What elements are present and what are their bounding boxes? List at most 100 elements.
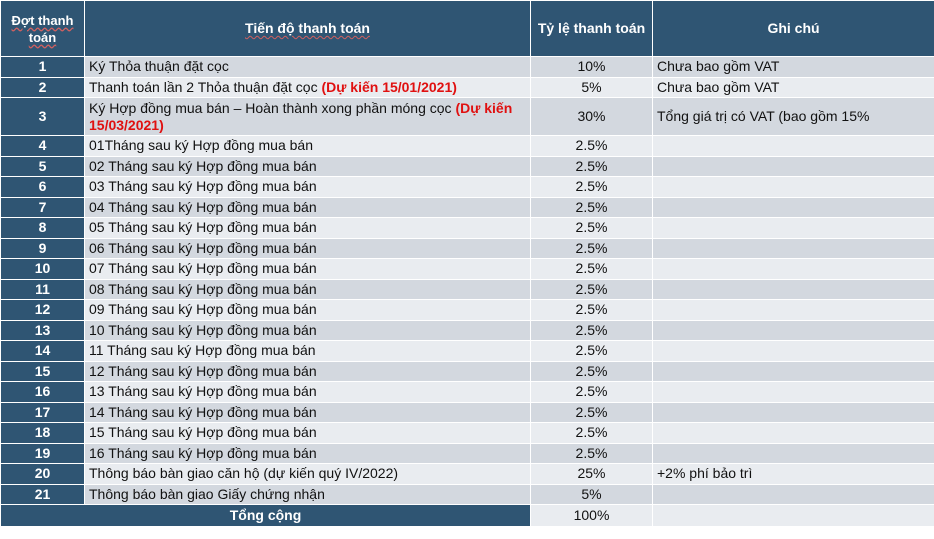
progress-description: 09 Tháng sau ký Hợp đồng mua bán bbox=[84, 299, 531, 321]
payment-rate: 25% bbox=[530, 463, 653, 485]
payment-rate: 2.5% bbox=[530, 258, 653, 280]
payment-note bbox=[652, 176, 934, 198]
payment-note bbox=[652, 319, 934, 341]
progress-text: 04 Tháng sau ký Hợp đồng mua bán bbox=[89, 198, 317, 215]
payment-note bbox=[652, 401, 934, 423]
payment-note bbox=[652, 483, 934, 505]
total-rate: 100% bbox=[530, 504, 653, 527]
phase-number: 18 bbox=[0, 422, 85, 444]
payment-rate: 2.5% bbox=[530, 237, 653, 259]
table-row: 5 02 Tháng sau ký Hợp đồng mua bán 2.5% bbox=[0, 155, 934, 177]
payment-note bbox=[652, 135, 934, 157]
table-row: 6 03 Tháng sau ký Hợp đồng mua bán 2.5% bbox=[0, 176, 934, 198]
progress-description: 08 Tháng sau ký Hợp đồng mua bán bbox=[84, 278, 531, 300]
table-row: 4 01Tháng sau ký Hợp đồng mua bán 2.5% bbox=[0, 135, 934, 157]
phase-number: 15 bbox=[0, 360, 85, 382]
payment-note bbox=[652, 299, 934, 321]
progress-description: Thanh toán lần 2 Thỏa thuận đặt cọc (Dự … bbox=[84, 76, 531, 98]
payment-note bbox=[652, 217, 934, 239]
header-note: Ghi chú bbox=[652, 0, 934, 57]
header-payment-phase: Đợt thanh toán bbox=[0, 0, 85, 57]
progress-text: Thông báo bàn giao Giấy chứng nhận bbox=[89, 485, 325, 502]
progress-description: 12 Tháng sau ký Hợp đồng mua bán bbox=[84, 360, 531, 382]
header-payment-progress: Tiến độ thanh toán bbox=[84, 0, 531, 57]
phase-number: 9 bbox=[0, 237, 85, 259]
payment-rate: 5% bbox=[530, 76, 653, 98]
table-row: 8 05 Tháng sau ký Hợp đồng mua bán 2.5% bbox=[0, 217, 934, 239]
payment-note bbox=[652, 381, 934, 403]
progress-text: 14 Tháng sau ký Hợp đồng mua bán bbox=[89, 403, 317, 420]
payment-note bbox=[652, 237, 934, 259]
progress-text: 11 Tháng sau ký Hợp đồng mua bán bbox=[89, 342, 316, 359]
payment-note: Chưa bao gồm VAT bbox=[652, 76, 934, 98]
phase-number: 3 bbox=[0, 97, 85, 136]
progress-text: 01Tháng sau ký Hợp đồng mua bán bbox=[89, 137, 313, 154]
progress-description: 14 Tháng sau ký Hợp đồng mua bán bbox=[84, 401, 531, 423]
phase-number: 10 bbox=[0, 258, 85, 280]
payment-rate: 2.5% bbox=[530, 422, 653, 444]
progress-text: 10 Tháng sau ký Hợp đồng mua bán bbox=[89, 321, 317, 338]
phase-number: 1 bbox=[0, 56, 85, 78]
expected-date: (Dự kiến 15/01/2021) bbox=[321, 78, 457, 95]
table-row: 18 15 Tháng sau ký Hợp đồng mua bán 2.5% bbox=[0, 422, 934, 444]
table-body: 1 Ký Thỏa thuận đặt cọc 10% Chưa bao gồm VA… bbox=[0, 56, 934, 505]
table-row: 7 04 Tháng sau ký Hợp đồng mua bán 2.5% bbox=[0, 196, 934, 218]
payment-rate: 2.5% bbox=[530, 278, 653, 300]
table-row: 16 13 Tháng sau ký Hợp đồng mua bán 2.5% bbox=[0, 381, 934, 403]
progress-description: 06 Tháng sau ký Hợp đồng mua bán bbox=[84, 237, 531, 259]
progress-description: 02 Tháng sau ký Hợp đồng mua bán bbox=[84, 155, 531, 177]
progress-description: 11 Tháng sau ký Hợp đồng mua bán bbox=[84, 340, 531, 362]
phase-number: 20 bbox=[0, 463, 85, 485]
progress-text: 02 Tháng sau ký Hợp đồng mua bán bbox=[89, 157, 317, 174]
phase-number: 17 bbox=[0, 401, 85, 423]
progress-text: Ký Thỏa thuận đặt cọc bbox=[89, 58, 229, 75]
progress-text: 16 Tháng sau ký Hợp đồng mua bán bbox=[89, 444, 317, 461]
table-row: 20 Thông báo bàn giao căn hộ (dự kiến quý… bbox=[0, 463, 934, 485]
payment-rate: 30% bbox=[530, 97, 653, 136]
progress-text: 03 Tháng sau ký Hợp đồng mua bán bbox=[89, 178, 317, 195]
table-row: 3 Ký Hợp đồng mua bán – Hoàn thành xong p… bbox=[0, 97, 934, 136]
phase-number: 14 bbox=[0, 340, 85, 362]
payment-note bbox=[652, 422, 934, 444]
table-row: 17 14 Tháng sau ký Hợp đồng mua bán 2.5% bbox=[0, 401, 934, 423]
payment-note: +2% phí bảo trì bbox=[652, 463, 934, 485]
payment-note bbox=[652, 278, 934, 300]
progress-text: 12 Tháng sau ký Hợp đồng mua bán bbox=[89, 362, 317, 379]
table-row: 14 11 Tháng sau ký Hợp đồng mua bán 2.5% bbox=[0, 340, 934, 362]
payment-note bbox=[652, 258, 934, 280]
payment-rate: 10% bbox=[530, 56, 653, 78]
progress-text: 07 Tháng sau ký Hợp đồng mua bán bbox=[89, 260, 317, 277]
progress-description: Thông báo bàn giao Giấy chứng nhận bbox=[84, 483, 531, 505]
table-row: 15 12 Tháng sau ký Hợp đồng mua bán 2.5% bbox=[0, 360, 934, 382]
payment-rate: 2.5% bbox=[530, 155, 653, 177]
progress-description: 16 Tháng sau ký Hợp đồng mua bán bbox=[84, 442, 531, 464]
payment-rate: 2.5% bbox=[530, 340, 653, 362]
table-row: 10 07 Tháng sau ký Hợp đồng mua bán 2.5% bbox=[0, 258, 934, 280]
phase-number: 13 bbox=[0, 319, 85, 341]
payment-rate: 2.5% bbox=[530, 381, 653, 403]
phase-number: 2 bbox=[0, 76, 85, 98]
progress-text: 09 Tháng sau ký Hợp đồng mua bán bbox=[89, 301, 317, 318]
table-row: 11 08 Tháng sau ký Hợp đồng mua bán 2.5% bbox=[0, 278, 934, 300]
payment-rate: 2.5% bbox=[530, 442, 653, 464]
progress-description: 04 Tháng sau ký Hợp đồng mua bán bbox=[84, 196, 531, 218]
phase-number: 21 bbox=[0, 483, 85, 505]
payment-note bbox=[652, 442, 934, 464]
phase-number: 5 bbox=[0, 155, 85, 177]
progress-description: 15 Tháng sau ký Hợp đồng mua bán bbox=[84, 422, 531, 444]
table-row: 13 10 Tháng sau ký Hợp đồng mua bán 2.5% bbox=[0, 319, 934, 341]
payment-rate: 2.5% bbox=[530, 319, 653, 341]
progress-description: 13 Tháng sau ký Hợp đồng mua bán bbox=[84, 381, 531, 403]
phase-number: 8 bbox=[0, 217, 85, 239]
progress-description: 05 Tháng sau ký Hợp đồng mua bán bbox=[84, 217, 531, 239]
payment-note bbox=[652, 155, 934, 177]
table-row: 9 06 Tháng sau ký Hợp đồng mua bán 2.5% bbox=[0, 237, 934, 259]
phase-number: 7 bbox=[0, 196, 85, 218]
progress-description: Ký Thỏa thuận đặt cọc bbox=[84, 56, 531, 78]
payment-rate: 2.5% bbox=[530, 217, 653, 239]
progress-description: 01Tháng sau ký Hợp đồng mua bán bbox=[84, 135, 531, 157]
progress-description: 07 Tháng sau ký Hợp đồng mua bán bbox=[84, 258, 531, 280]
payment-note: Chưa bao gồm VAT bbox=[652, 56, 934, 78]
payment-rate: 2.5% bbox=[530, 401, 653, 423]
phase-number: 6 bbox=[0, 176, 85, 198]
